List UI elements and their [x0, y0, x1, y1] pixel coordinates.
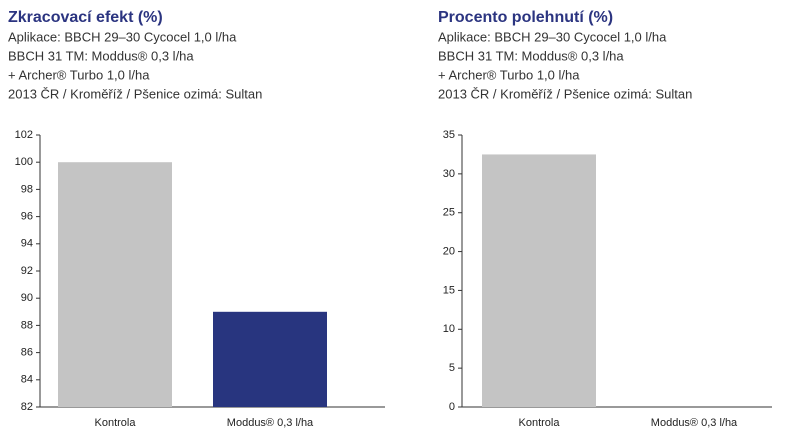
y-tick-label: 20	[443, 245, 455, 257]
bar	[482, 154, 596, 407]
x-tick-label: Moddus® 0,3 l/ha	[227, 417, 314, 429]
y-tick-label: 92	[21, 265, 33, 277]
y-tick-label: 88	[21, 319, 33, 331]
chart-title: Procento polehnutí (%)	[438, 9, 613, 26]
subtitle: 2013 ČR / Kroměříž / Pšenice ozimá: Sult…	[438, 86, 692, 101]
y-tick-label: 15	[443, 284, 455, 296]
y-tick-label: 86	[21, 347, 33, 359]
y-tick-label: 102	[15, 129, 33, 141]
y-tick-label: 30	[443, 168, 455, 180]
y-tick-label: 90	[21, 292, 33, 304]
x-tick-label: Moddus® 0,3 l/ha	[651, 417, 738, 429]
bar	[58, 162, 172, 407]
y-tick-label: 98	[21, 183, 33, 195]
y-tick-label: 0	[449, 401, 455, 413]
chart-title: Zkracovací efekt (%)	[8, 9, 163, 26]
subtitle: BBCH 31 TM: Moddus® 0,3 l/ha	[438, 48, 624, 63]
subtitle: + Archer® Turbo 1,0 l/ha	[8, 67, 150, 82]
y-tick-label: 82	[21, 401, 33, 413]
subtitle: + Archer® Turbo 1,0 l/ha	[438, 67, 580, 82]
y-tick-label: 25	[443, 207, 455, 219]
y-tick-label: 84	[21, 374, 33, 386]
x-tick-label: Kontrola	[95, 417, 137, 429]
y-tick-label: 96	[21, 211, 33, 223]
subtitle: 2013 ČR / Kroměříž / Pšenice ozimá: Sult…	[8, 86, 262, 101]
x-tick-label: Kontrola	[519, 417, 561, 429]
y-tick-label: 5	[449, 362, 455, 374]
subtitle: BBCH 31 TM: Moddus® 0,3 l/ha	[8, 48, 194, 63]
bar	[213, 311, 327, 407]
subtitle: Aplikace: BBCH 29–30 Cycocel 1,0 l/ha	[438, 29, 667, 44]
y-tick-label: 100	[15, 156, 33, 168]
y-tick-label: 35	[443, 129, 455, 141]
y-tick-label: 94	[21, 238, 33, 250]
y-tick-label: 10	[443, 323, 455, 335]
subtitle: Aplikace: BBCH 29–30 Cycocel 1,0 l/ha	[8, 29, 237, 44]
